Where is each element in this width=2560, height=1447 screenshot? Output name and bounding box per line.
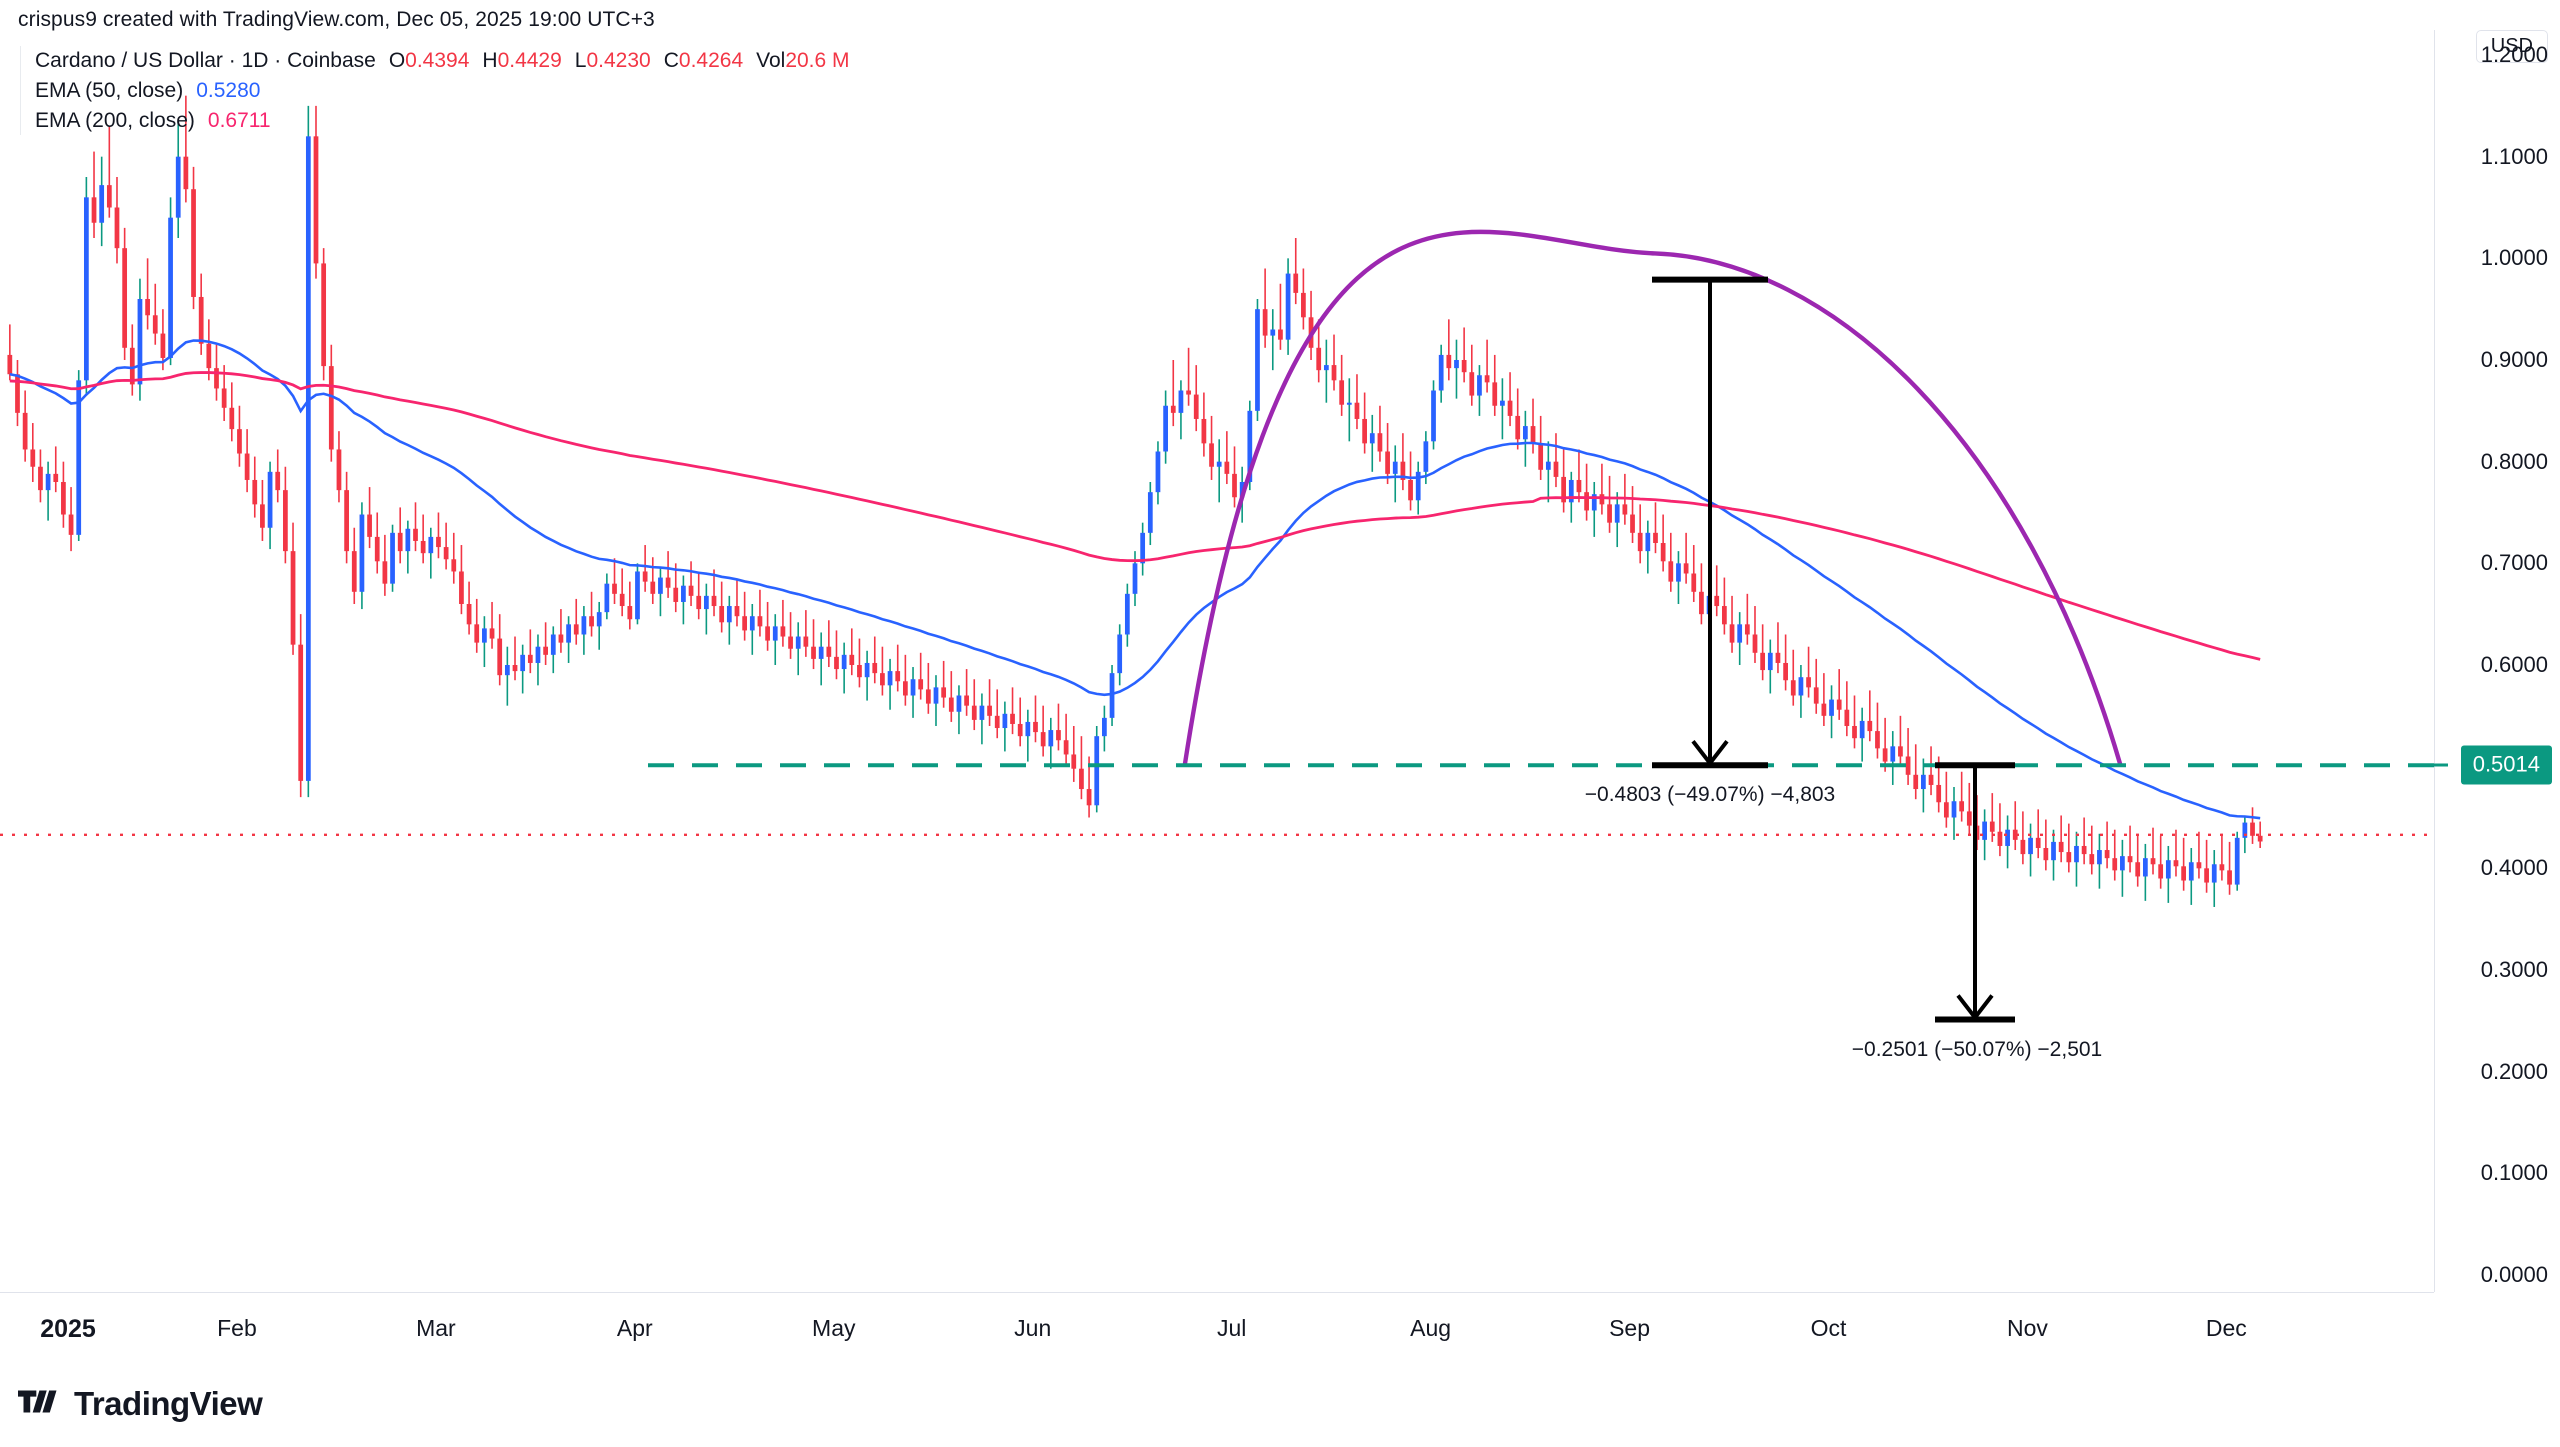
price-tick: 0.8000 bbox=[2480, 448, 2548, 474]
candlestick-plot bbox=[0, 95, 2434, 1023]
ohlc-high-value: 0.4429 bbox=[497, 49, 562, 72]
time-tick: 2025 bbox=[40, 1315, 96, 1343]
ohlc-high: H 0.4429 bbox=[482, 46, 561, 76]
price-tick: 0.6000 bbox=[2480, 652, 2548, 677]
price-tick: 0.2000 bbox=[2480, 1058, 2548, 1084]
ohlc-volume-value: 20.6 M bbox=[785, 49, 850, 72]
price-tick: 1.1000 bbox=[2480, 143, 2548, 169]
time-tick: Nov bbox=[2006, 1315, 2048, 1341]
tradingview-brand-text: TradingView bbox=[74, 1385, 263, 1422]
ema-50-line bbox=[9, 339, 2261, 820]
time-tick: Jul bbox=[1216, 1315, 1247, 1341]
time-tick: Jun bbox=[1014, 1315, 1052, 1341]
currency-chip[interactable]: USD bbox=[2475, 30, 2548, 63]
ema-200-line bbox=[9, 371, 2261, 661]
current-price-badge[interactable]: 0.5014 bbox=[2460, 745, 2552, 785]
ohlc-open: O 0.4394 bbox=[389, 46, 470, 76]
legend-symbol-row[interactable]: Cardano / US Dollar · 1D · Coinbase O 0.4… bbox=[35, 46, 850, 76]
time-tick: Oct bbox=[1810, 1315, 1847, 1341]
price-tick: 0.4000 bbox=[2480, 855, 2548, 881]
time-tick: Apr bbox=[616, 1315, 653, 1341]
ohlc-high-key: H bbox=[482, 49, 498, 72]
price-tick: 0.9000 bbox=[2480, 347, 2548, 372]
tradingview-logo-icon bbox=[18, 1390, 57, 1413]
price-tick: 0.1000 bbox=[2480, 1160, 2548, 1186]
measure-caption-projection: −0.2501 (−50.07%) −2,501 bbox=[1851, 1037, 2103, 1061]
ohlc-volume: Vol 20.6 M bbox=[756, 46, 849, 76]
time-tick: Dec bbox=[2205, 1315, 2247, 1341]
measure-caption-pattern: −0.4803 (−49.07%) −4,803 bbox=[1584, 783, 1836, 807]
price-tick: 0.3000 bbox=[2480, 957, 2548, 982]
ohlc-low: L 0.4230 bbox=[575, 46, 651, 76]
ohlc-low-key: L bbox=[574, 49, 587, 72]
ema50-label: EMA (50, close) bbox=[35, 78, 184, 102]
price-axis[interactable]: USD 1.2000 1.1000 1.0000 0.9000 0.8000 0.7000… bbox=[2434, 30, 2560, 1292]
legend-ema200-row[interactable]: EMA (200, close) 0.6711 bbox=[35, 106, 850, 136]
price-badge-stub bbox=[2434, 763, 2448, 767]
ohlc-close-value: 0.4264 bbox=[678, 49, 744, 72]
ohlc-close: C 0.4264 bbox=[664, 46, 743, 76]
time-tick: Mar bbox=[416, 1315, 456, 1341]
candlestick-series bbox=[7, 95, 2263, 907]
chart-legend: Cardano / US Dollar · 1D · Coinbase O 0.4… bbox=[20, 46, 850, 136]
time-tick: May bbox=[812, 1315, 856, 1341]
ema200-label: EMA (200, close) bbox=[35, 108, 195, 132]
price-tick: 0.0000 bbox=[2480, 1262, 2548, 1287]
measure-arrow-projection[interactable] bbox=[1935, 762, 2015, 1023]
rounding-top-arc[interactable] bbox=[1182, 229, 2123, 766]
time-axis[interactable]: 2025 Feb Mar Apr May Jun Jul Aug Sep Oct Nov Dec bbox=[0, 1292, 2434, 1354]
ema50-value: 0.5280 bbox=[196, 78, 261, 102]
time-tick: Feb bbox=[217, 1315, 257, 1341]
measure-arrow-pattern-height[interactable] bbox=[1652, 276, 1768, 769]
attribution-text: crispus9 created with TradingView.com, D… bbox=[18, 8, 655, 31]
ohlc-low-value: 0.4230 bbox=[586, 49, 651, 72]
time-tick: Aug bbox=[1410, 1315, 1452, 1341]
chart-plot-area[interactable] bbox=[0, 30, 2434, 1292]
price-tick: 0.7000 bbox=[2480, 550, 2548, 576]
ohlc-volume-key: Vol bbox=[756, 49, 786, 72]
tradingview-footer: TradingView bbox=[18, 1385, 263, 1423]
ohlc-close-key: C bbox=[663, 49, 679, 72]
legend-ema50-row[interactable]: EMA (50, close) 0.5280 bbox=[35, 76, 850, 106]
symbol-title: Cardano / US Dollar · 1D · Coinbase bbox=[35, 49, 376, 72]
ema200-value: 0.6711 bbox=[207, 108, 271, 132]
price-tick: 1.0000 bbox=[2480, 245, 2548, 271]
price-tick: 1.2000 bbox=[2480, 42, 2548, 67]
ohlc-open-key: O bbox=[388, 49, 406, 72]
time-tick: Sep bbox=[1609, 1315, 1650, 1341]
ohlc-open-value: 0.4394 bbox=[405, 49, 470, 72]
